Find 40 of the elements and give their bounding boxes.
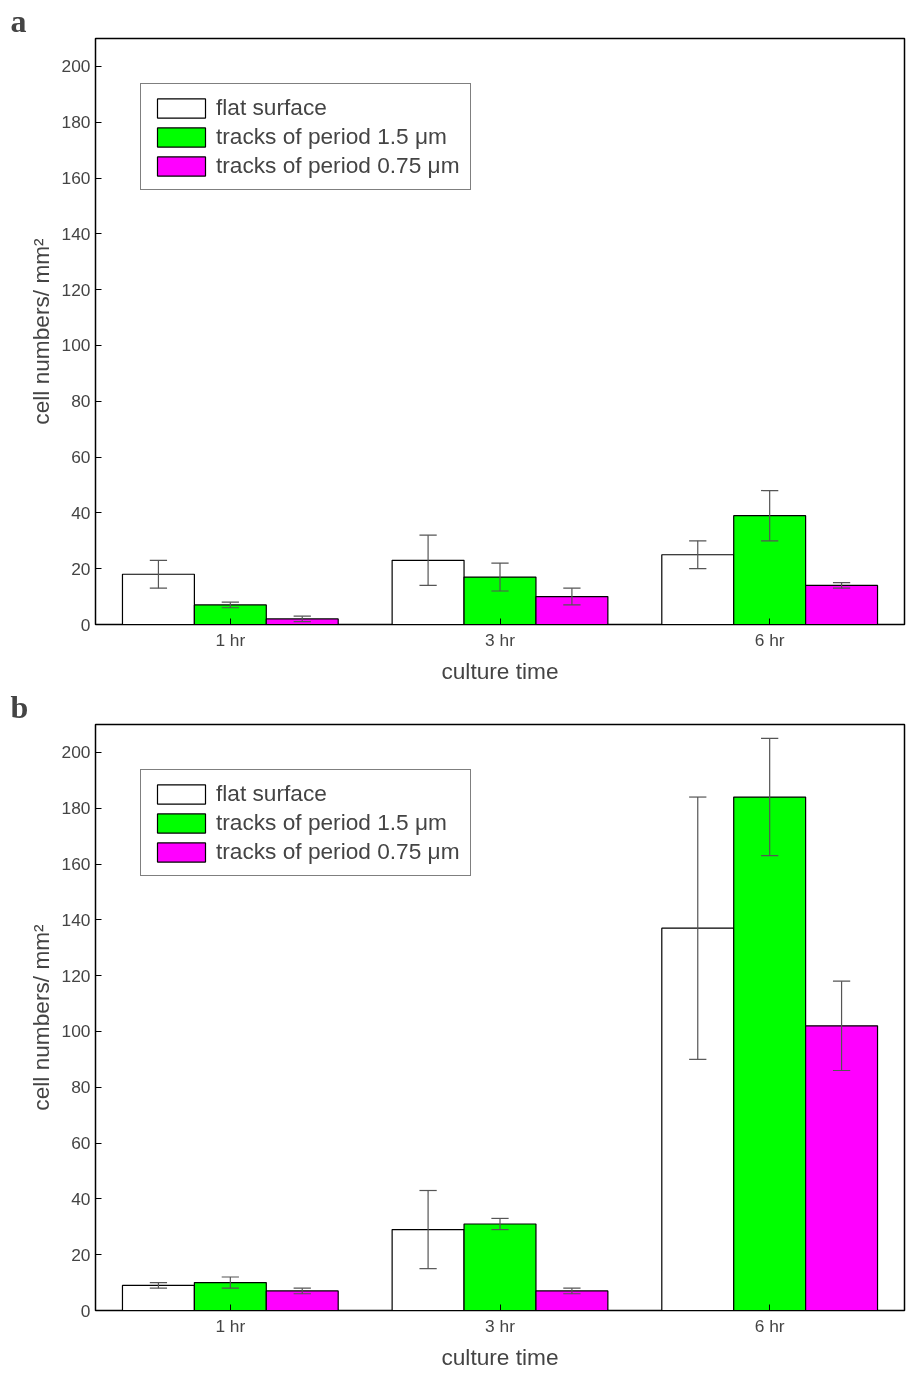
x-axis-title: culture time [441,1343,559,1370]
y-axis-title: cell numbers/ mm² [27,237,54,425]
x-tick-label: 3 hr [485,1315,516,1336]
y-tick-label: 40 [71,502,91,523]
legend-label: flat surface [216,94,327,121]
y-axis-title: cell numbers/ mm² [27,923,54,1111]
y-tick-label: 60 [71,447,91,468]
x-axis-title: culture time [441,657,559,684]
y-tick-label: 100 [61,335,91,356]
legend-label: tracks of period 0.75 μm [216,152,460,179]
y-tick-label: 140 [61,223,91,244]
legend-label: tracks of period 1.5 μm [216,123,447,150]
y-tick-label: 40 [71,1188,91,1209]
y-tick-label: 80 [71,1077,91,1098]
y-tick-label: 200 [61,56,91,77]
y-tick-label: 20 [71,558,91,579]
y-tick-label: 180 [61,798,91,819]
y-tick-label: 120 [61,965,91,986]
y-tick-label: 200 [61,742,91,763]
text: a [10,2,27,39]
y-tick-label: 140 [61,909,91,930]
y-tick-label: 0 [80,614,91,635]
x-tick-label: 6 hr [754,629,785,650]
y-tick-label: 20 [71,1244,91,1265]
legend-label: tracks of period 1.5 μm [216,809,447,836]
legend-label: tracks of period 0.75 μm [216,838,460,865]
x-tick-label: 6 hr [754,1315,785,1336]
legend-label: flat surface [216,780,327,807]
y-tick-label: 80 [71,391,91,412]
y-tick-label: 120 [61,279,91,300]
y-tick-label: 100 [61,1021,91,1042]
y-tick-label: 0 [80,1300,91,1321]
y-tick-label: 160 [61,168,91,189]
y-tick-label: 180 [61,112,91,133]
x-tick-label: 3 hr [485,629,516,650]
y-tick-label: 60 [71,1133,91,1154]
y-tick-label: 160 [61,854,91,875]
x-tick-label: 1 hr [215,1315,246,1336]
x-tick-label: 1 hr [215,629,246,650]
text: b [10,688,29,725]
